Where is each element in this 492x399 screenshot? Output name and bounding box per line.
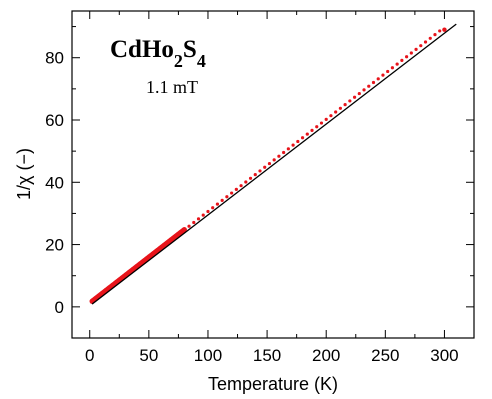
data-point <box>225 195 229 199</box>
x-tick-label: 150 <box>253 346 281 365</box>
data-point <box>395 62 399 66</box>
data-point <box>362 88 366 92</box>
title-part: CdHo <box>110 36 174 63</box>
x-axis-label: Temperature (K) <box>208 374 338 394</box>
data-point <box>220 198 224 203</box>
data-point <box>319 121 324 125</box>
data-point <box>234 187 238 191</box>
chart-title: CdHo2S4 <box>110 36 206 71</box>
data-point <box>348 99 352 103</box>
data-point <box>215 202 220 206</box>
data-point <box>409 51 413 55</box>
data-point <box>244 180 248 184</box>
x-tick-labels: 0 50 100 150 200 250 300 <box>85 346 459 365</box>
data-point <box>419 44 423 48</box>
plot-area <box>89 23 457 305</box>
data-point <box>230 191 234 195</box>
y-tick-label: 20 <box>45 236 64 255</box>
data-point <box>263 165 267 169</box>
title-part: 4 <box>197 51 206 71</box>
title-part: 2 <box>174 51 183 71</box>
x-tick-label: 100 <box>194 346 222 365</box>
x-tick-label: 0 <box>85 346 94 365</box>
data-point <box>300 136 305 140</box>
y-tick-label: 80 <box>45 49 64 68</box>
data-point <box>386 69 390 74</box>
data-point <box>277 154 281 158</box>
data-point <box>286 147 290 151</box>
axis-ticks <box>72 11 474 338</box>
data-point <box>357 91 361 96</box>
data-point <box>367 84 371 88</box>
data-point <box>206 209 210 214</box>
y-tick-label: 40 <box>45 173 64 192</box>
plot-frame <box>71 10 475 339</box>
data-point <box>258 169 262 173</box>
data-point <box>343 103 347 107</box>
data-point <box>428 36 432 40</box>
y-tick-label: 0 <box>55 298 64 317</box>
data-point <box>272 158 276 162</box>
fit-line <box>91 23 457 305</box>
data-point <box>414 47 418 51</box>
data-point <box>400 58 404 63</box>
field-annotation: 1.1 mT <box>146 77 198 97</box>
data-point <box>381 73 385 77</box>
x-tick-label: 250 <box>371 346 399 365</box>
data-point <box>196 217 201 221</box>
y-tick-label: 60 <box>45 111 64 130</box>
data-point <box>405 55 409 59</box>
data-point <box>371 80 376 85</box>
data-point <box>423 40 428 44</box>
data-point <box>324 117 328 121</box>
data-point <box>305 132 309 136</box>
x-tick-label: 50 <box>139 346 158 365</box>
data-point <box>376 77 380 81</box>
data-point <box>239 184 243 188</box>
data-point <box>338 106 342 110</box>
x-tick-label: 300 <box>430 346 458 365</box>
title-part: S <box>183 36 197 63</box>
data-point <box>192 220 196 225</box>
data-point <box>433 33 437 37</box>
y-tick-labels: 0 20 40 60 80 <box>45 49 64 317</box>
data-point <box>211 206 215 210</box>
data-point <box>267 161 272 166</box>
data-point <box>253 173 257 177</box>
x-tick-label: 200 <box>312 346 340 365</box>
data-point <box>296 139 300 144</box>
data-point <box>352 95 357 99</box>
data-point <box>181 227 187 233</box>
data-point <box>442 27 447 32</box>
data-point <box>315 125 319 129</box>
data-point <box>390 66 395 70</box>
data-point <box>329 114 333 118</box>
data-point <box>282 150 286 155</box>
data-point <box>201 213 205 217</box>
data-point <box>334 110 338 114</box>
data-point <box>291 143 295 147</box>
data-point <box>310 128 314 133</box>
data-point <box>248 176 253 180</box>
data-point <box>187 224 191 228</box>
data-point <box>438 29 442 33</box>
y-axis-label: 1/χ (−) <box>14 148 34 200</box>
